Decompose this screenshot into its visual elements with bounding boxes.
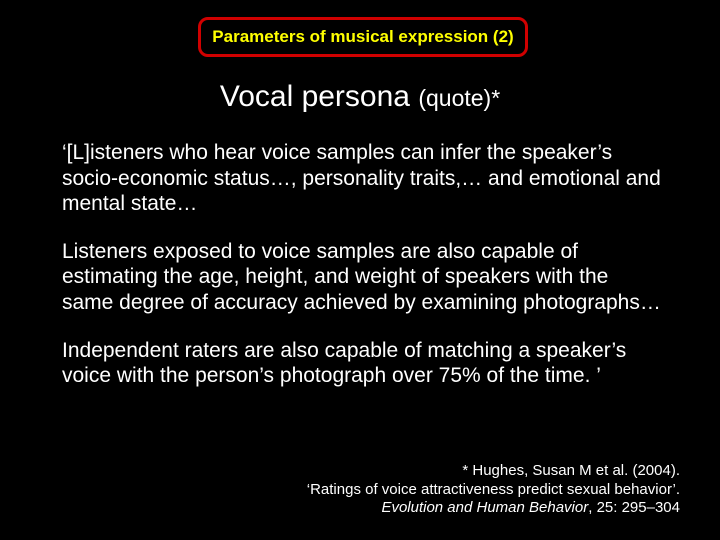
citation-rest: , 25: 295–304 (588, 499, 680, 516)
paragraph-1: ‘[L]isteners who hear voice samples can … (62, 140, 662, 217)
slide: Parameters of musical expression (2) Voc… (0, 0, 720, 540)
citation-line1: * Hughes, Susan M et al. (2004). (250, 462, 680, 481)
citation-journal: Evolution and Human Behavior (381, 499, 588, 516)
citation-line2: ‘Ratings of voice attractiveness predict… (250, 481, 680, 500)
citation-line3: Evolution and Human Behavior, 25: 295–30… (250, 499, 680, 518)
subtitle-main: Vocal persona (220, 80, 418, 113)
header-text: Parameters of musical expression (2) (212, 27, 513, 47)
paragraph-2: Listeners exposed to voice samples are a… (62, 239, 662, 316)
subtitle-sub: (quote)* (418, 85, 500, 111)
subtitle: Vocal persona (quote)* (0, 80, 720, 114)
header-box: Parameters of musical expression (2) (198, 17, 528, 57)
paragraph-3: Independent raters are also capable of m… (62, 338, 662, 389)
citation: * Hughes, Susan M et al. (2004). ‘Rating… (250, 462, 680, 518)
body-text: ‘[L]isteners who hear voice samples can … (62, 140, 662, 411)
